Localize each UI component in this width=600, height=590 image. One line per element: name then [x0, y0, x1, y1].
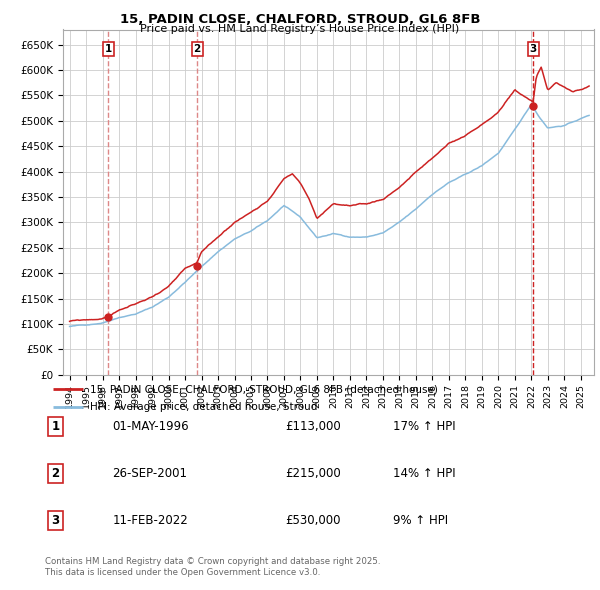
- Text: 17% ↑ HPI: 17% ↑ HPI: [393, 419, 455, 433]
- Text: £530,000: £530,000: [285, 514, 341, 527]
- Text: 9% ↑ HPI: 9% ↑ HPI: [393, 514, 448, 527]
- Text: 15, PADIN CLOSE, CHALFORD, STROUD, GL6 8FB (detached house): 15, PADIN CLOSE, CHALFORD, STROUD, GL6 8…: [89, 384, 437, 394]
- Text: £113,000: £113,000: [285, 419, 341, 433]
- Text: This data is licensed under the Open Government Licence v3.0.: This data is licensed under the Open Gov…: [45, 568, 320, 577]
- Text: 11-FEB-2022: 11-FEB-2022: [112, 514, 188, 527]
- Text: Contains HM Land Registry data © Crown copyright and database right 2025.: Contains HM Land Registry data © Crown c…: [45, 558, 380, 566]
- Text: 1: 1: [104, 44, 112, 54]
- Text: 3: 3: [52, 514, 59, 527]
- Text: 14% ↑ HPI: 14% ↑ HPI: [393, 467, 455, 480]
- Text: 15, PADIN CLOSE, CHALFORD, STROUD, GL6 8FB: 15, PADIN CLOSE, CHALFORD, STROUD, GL6 8…: [120, 13, 480, 26]
- Text: 2: 2: [193, 44, 200, 54]
- Text: £215,000: £215,000: [285, 467, 341, 480]
- Text: 1: 1: [52, 419, 59, 433]
- Text: Price paid vs. HM Land Registry’s House Price Index (HPI): Price paid vs. HM Land Registry’s House …: [140, 24, 460, 34]
- Text: 3: 3: [530, 44, 537, 54]
- Text: 2: 2: [52, 467, 59, 480]
- Text: 26-SEP-2001: 26-SEP-2001: [112, 467, 187, 480]
- Text: HPI: Average price, detached house, Stroud: HPI: Average price, detached house, Stro…: [89, 402, 317, 412]
- Text: 01-MAY-1996: 01-MAY-1996: [112, 419, 189, 433]
